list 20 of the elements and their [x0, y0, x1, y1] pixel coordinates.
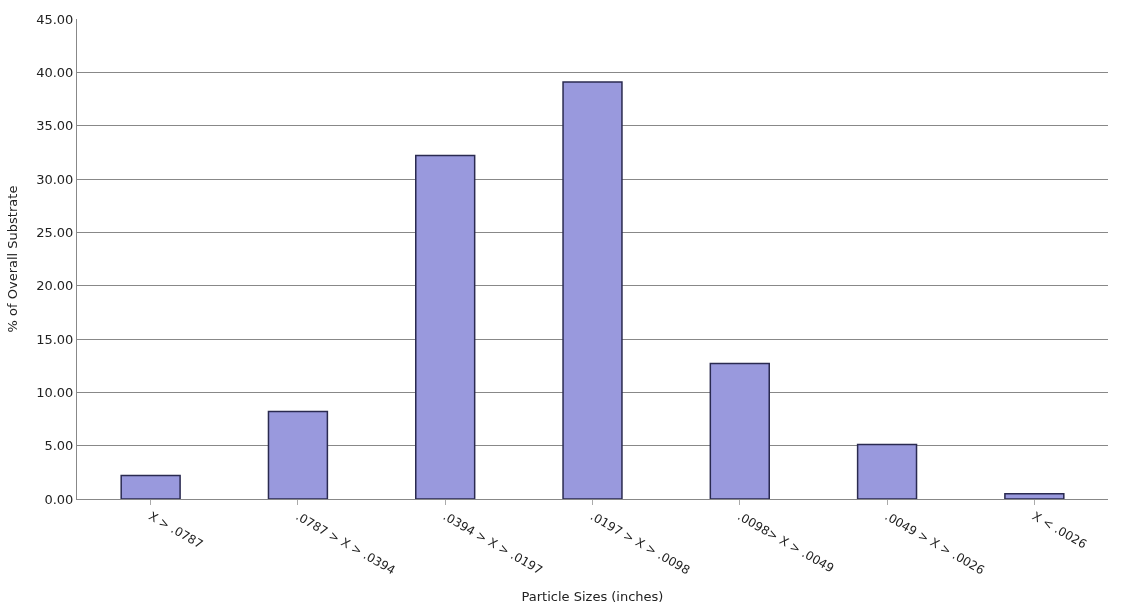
bar — [415, 154, 476, 499]
y-tick-label: 35.00 — [36, 118, 74, 134]
y-tick-label: 45.00 — [36, 11, 74, 27]
bar — [856, 443, 918, 499]
bar — [709, 362, 770, 499]
bar — [120, 474, 181, 499]
x-tick-label: X > .0787 — [146, 509, 206, 552]
y-axis-title: % of Overall Substrate — [5, 185, 21, 333]
bar — [267, 410, 329, 499]
y-tick-label: 20.00 — [36, 278, 74, 294]
y-tick-label: 40.00 — [36, 64, 74, 80]
y-tick-label: 0.00 — [44, 491, 74, 507]
y-tick-label: 5.00 — [44, 438, 74, 454]
x-axis-title: Particle Sizes (inches) — [521, 588, 664, 604]
y-tick-label: 10.00 — [36, 384, 74, 400]
bar — [1004, 492, 1065, 499]
y-tick-label: 25.00 — [36, 224, 74, 240]
bar — [562, 81, 623, 499]
y-tick-label: 15.00 — [36, 331, 74, 347]
y-tick-label: 30.00 — [36, 171, 74, 187]
